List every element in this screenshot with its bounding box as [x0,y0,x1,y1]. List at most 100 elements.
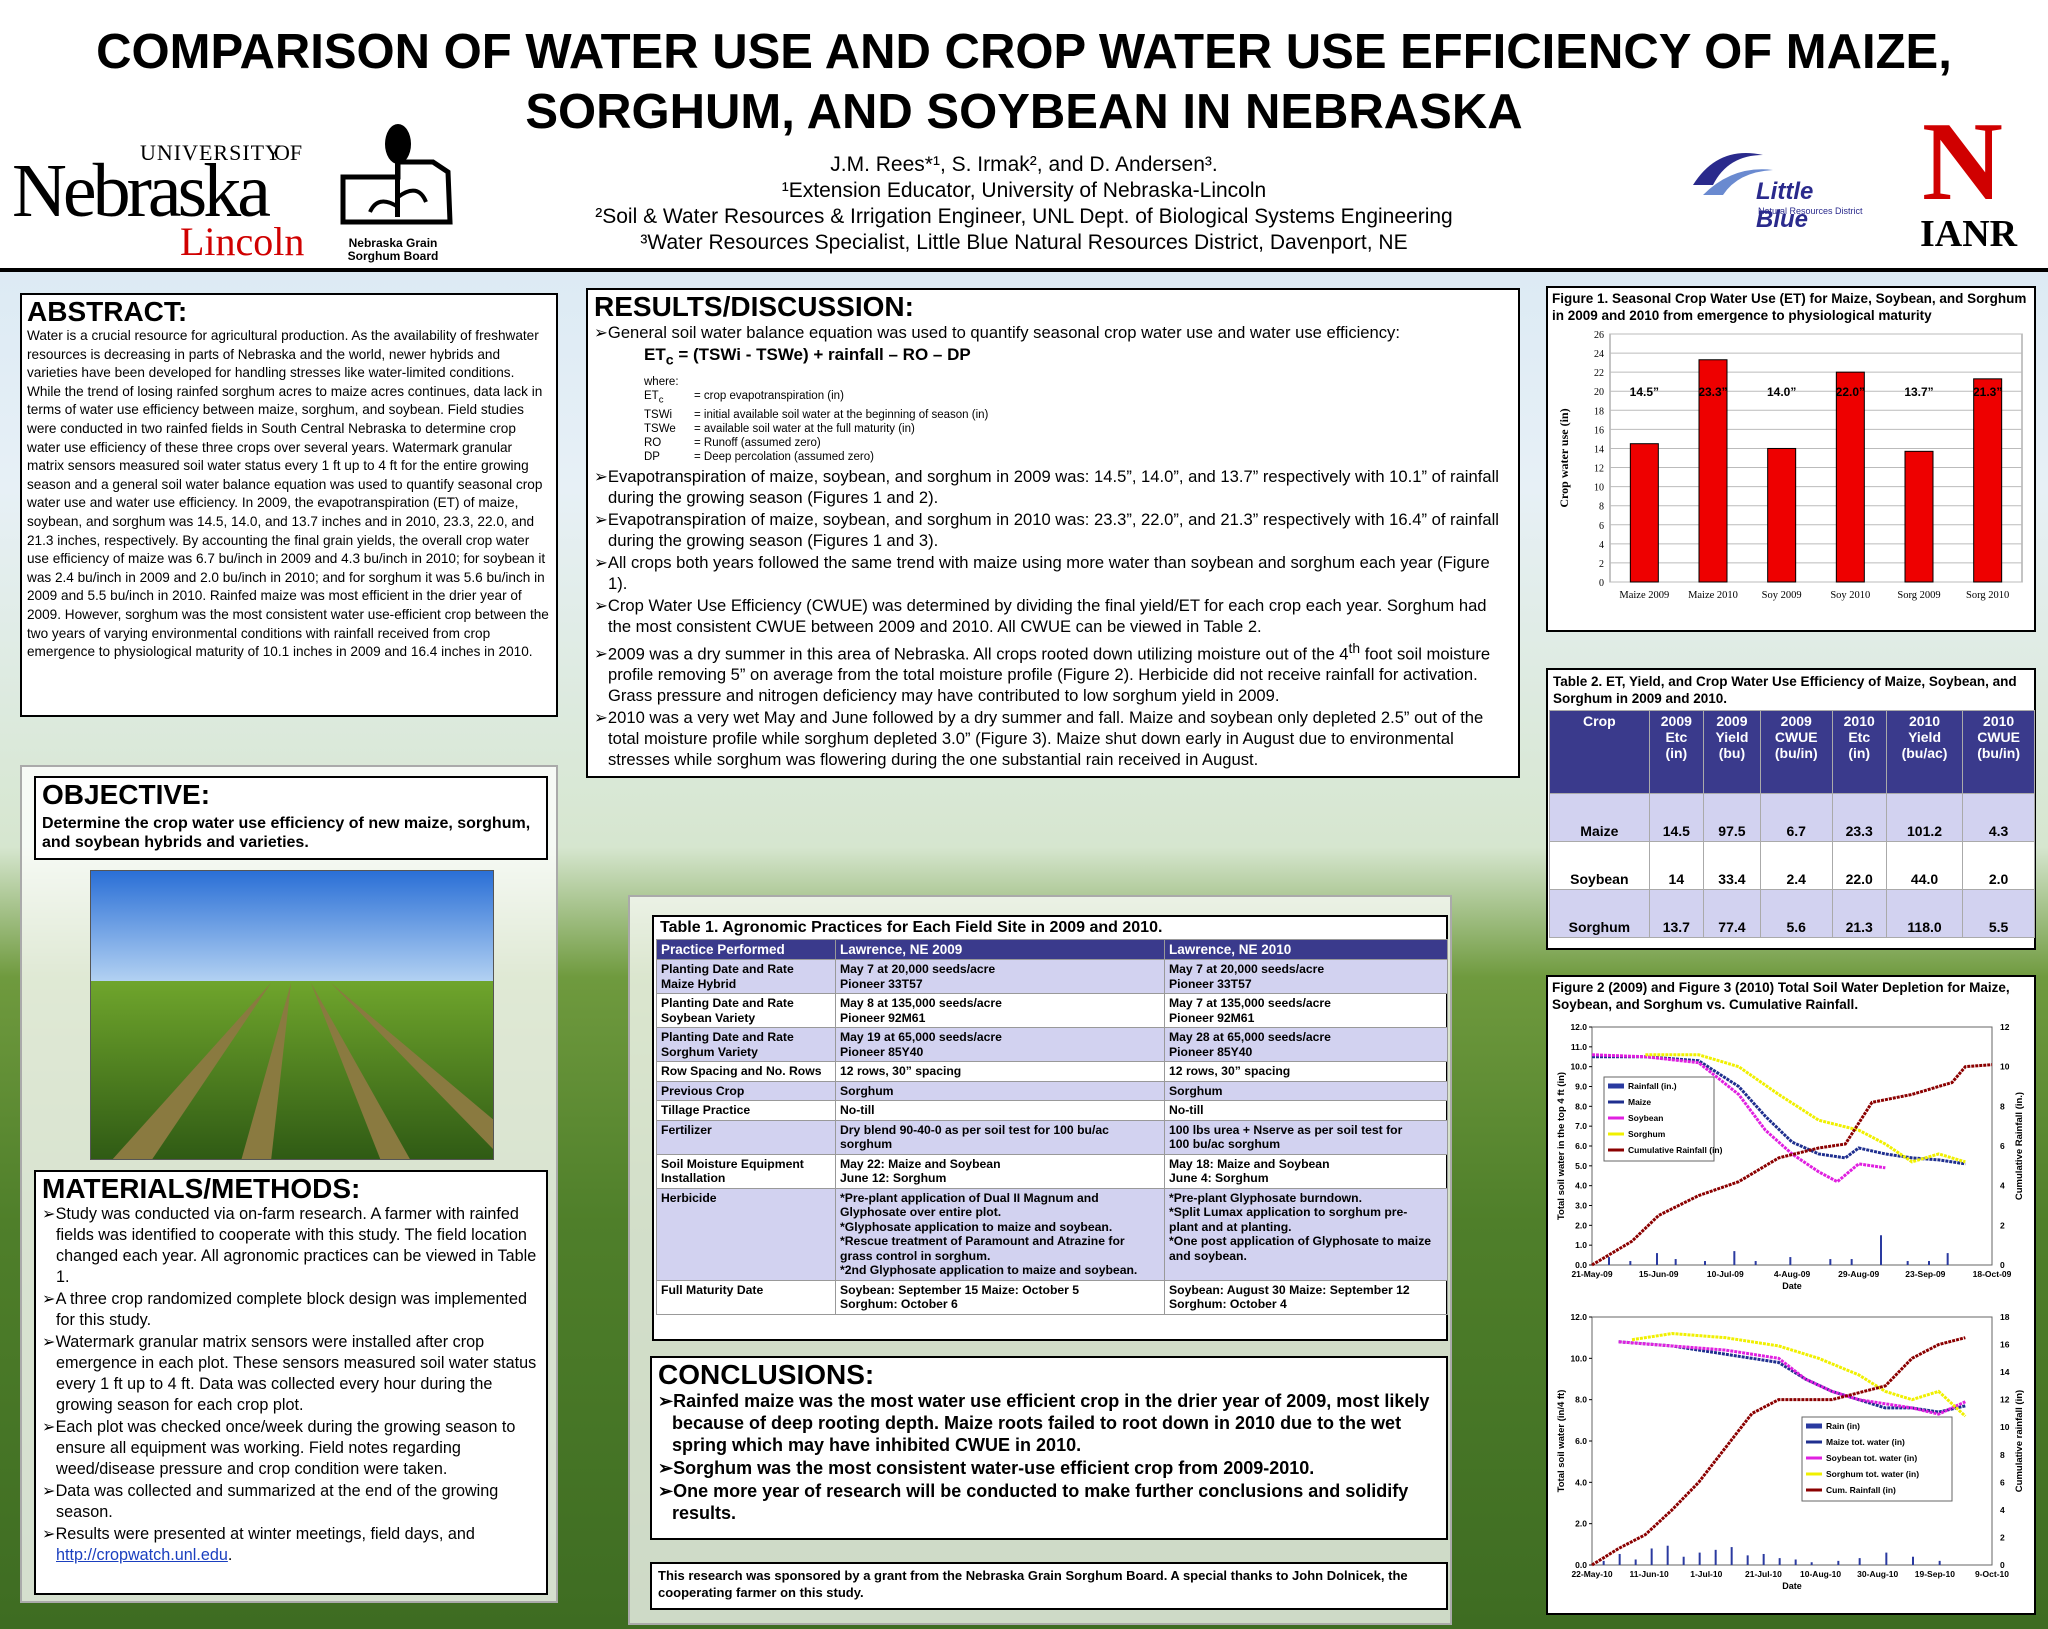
x-axis-label: Date [1782,1281,1802,1291]
x-tick-label: 1-Jul-10 [1690,1569,1722,1579]
little-blue-name: Little Blue [1756,178,1814,233]
y-tick-label: 10.0 [1570,1353,1587,1363]
legend-label: Sorghum tot. water (in) [1826,1469,1919,1479]
table1-cell: Row Spacing and No. Rows [656,1061,836,1082]
table1-cell: Planting Date and Rate Sorghum Variety [656,1027,836,1062]
table1-row: Soil Moisture Equipment Installation May 2… [656,1153,1448,1189]
definition-symbol: ETc [644,390,664,406]
rain-bar [1733,1251,1736,1265]
y2-tick-label: 0 [2000,1260,2005,1270]
x-axis-label: Date [1782,1581,1802,1591]
methods-item-4: Each plot was checked once/week during t… [42,1417,540,1480]
table2-cell: 22.0 [1831,841,1887,890]
results-intro: General soil water balance equation was … [594,322,1512,343]
rain-bar [1837,1560,1840,1565]
definition-symbol: TSWe [644,422,676,435]
rain-bar [1885,1552,1888,1565]
rain-bar [1810,1562,1813,1565]
y-tick-label: 7.0 [1575,1121,1587,1131]
x-tick-label: 29-Aug-09 [1838,1269,1879,1279]
table1-cell: May 18: Maize and Soybean June 4: Sorghum [1164,1153,1448,1189]
definition-symbol: DP [644,450,660,463]
x-tick-label: 23-Sep-09 [1905,1269,1945,1279]
affiliation-2: ²Soil & Water Resources & Irrigation Eng… [595,205,1453,228]
bar-data-label: 22.0” [1836,385,1865,399]
poster-title: COMPARISON OF WATER USE AND CROP WATER U… [20,22,2028,142]
table2-cell: 4.3 [1962,793,2035,842]
table1-cell: Planting Date and Rate Maize Hybrid [656,959,836,994]
definition-row: RO = Runoff (assumed zero) [644,436,1512,450]
y-tick-label: 5.0 [1575,1161,1587,1171]
table1-cell: Herbicide [656,1187,836,1281]
x-tick-label: 11-Jun-10 [1630,1569,1669,1579]
rain-bar [1858,1558,1861,1565]
figure1-box: Figure 1. Seasonal Crop Water Use (ET) f… [1546,286,2036,632]
x-tick-label: 18-Oct-09 [1973,1269,2012,1279]
y-tick-label: 8.0 [1575,1395,1587,1405]
table1-row: Full Maturity Date Soybean: September 15 … [656,1279,1448,1315]
legend-label: Cum. Rainfall (in) [1826,1485,1896,1495]
cropwatch-link[interactable]: http://cropwatch.unl.edu [56,1546,228,1564]
y-tick-label: 14 [1594,444,1604,455]
legend-label: Soybean tot. water (in) [1826,1453,1917,1463]
methods-title: MATERIALS/METHODS: [42,1173,361,1204]
y-tick-label: 6 [1599,521,1604,532]
table1-cell: Fertilizer [656,1119,836,1155]
y2-tick-label: 6 [2000,1141,2005,1151]
sorghum-board-logo: Nebraska Grain Sorghum Board [338,122,458,263]
rain-bar [1946,1253,1949,1265]
y-tick-label: 10.0 [1570,1062,1587,1072]
table1-row: Planting Date and Rate Soybean Variety May… [656,993,1448,1028]
objective-title: OBJECTIVE: [42,779,211,810]
table1-cell: May 7 at 20,000 seeds/acre Pioneer 33T57 [1164,959,1448,994]
y-tick-label: 18 [1594,406,1604,417]
equation-definitions: where: ETc = crop evapotranspiration (in)… [594,375,1512,463]
conclusions-list: Rainfed maize was the most water use eff… [658,1390,1440,1524]
y-tick-label: 8 [1599,502,1604,513]
unl-logo-lincoln: Lincoln [180,219,305,264]
table1-row: Planting Date and Rate Sorghum Variety May… [656,1027,1448,1062]
x-tick-label: 21-May-09 [1571,1269,1612,1279]
x-tick-label: 10-Jul-09 [1707,1269,1744,1279]
table2-box: Table 2. ET, Yield, and Crop Water Use E… [1546,668,2036,950]
table2-header-row: Crop 2009 Etc (in) 2009 Yield (bu) 2009 CWUE (bu/… [1549,710,2035,794]
bar [1767,447,1797,583]
methods-item-6-end: . [227,1546,233,1564]
table2-cell: 6.7 [1759,793,1833,842]
x-tick-label: 15-Jun-09 [1639,1269,1679,1279]
methods-item-5: Data was collected and summarized at the… [42,1481,540,1523]
definition-row: TSWe = available soil water at the full m… [644,422,1512,436]
sorghum-board-line-2: Sorghum Board [347,249,439,263]
table2-cell: Soybean [1549,841,1650,890]
rain-bar [1850,1259,1853,1265]
definition-desc: = Deep percolation (assumed zero) [694,450,874,463]
affiliation-1: ¹Extension Educator, University of Nebra… [781,179,1267,202]
series-line [1591,1336,1966,1567]
rain-bar [1789,1257,1792,1265]
bar-data-label: 23.3” [1698,385,1727,399]
y-tick-label: 0 [1599,578,1604,589]
y2-tick-label: 16 [2000,1340,2010,1350]
figure1-caption: Figure 1. Seasonal Crop Water Use (ET) f… [1552,291,2027,323]
table1-cell: May 7 at 135,000 seeds/acre Pioneer 92M61 [1164,993,1448,1028]
bar [1904,450,1934,583]
x-tick-label: 22-May-10 [1571,1569,1612,1579]
y-tick-label: 12 [1594,464,1604,475]
ianr-logo: N IANR [1918,106,2028,255]
rain-bar [1618,1553,1621,1565]
table1-cell: May 7 at 20,000 seeds/acre Pioneer 33T57 [835,959,1165,994]
table2-header-cell: 2010 Yield (bu/ac) [1885,710,1964,794]
table1-caption: Table 1. Agronomic Practices for Each Fi… [660,919,1163,936]
sorghum-board-line-1: Nebraska Grain [348,236,438,250]
y-tick-label: 6.0 [1575,1141,1587,1151]
y-axis-label: Crop water use (in) [1557,408,1571,507]
results-title: RESULTS/DISCUSSION: [594,291,914,322]
y2-tick-label: 14 [2000,1367,2010,1377]
y-tick-label: 24 [1594,349,1604,360]
unl-logo-nebraska: Nebraska [12,149,271,233]
y-tick-label: 9.0 [1575,1082,1587,1092]
figure23-caption: Figure 2 (2009) and Figure 3 (2010) Tota… [1552,980,2010,1012]
figure2-chart: 0.0 1.0 2.0 3.0 4.0 5.0 6.0 7.0 8.0 9.0 10.0 11.0 12… [1556,1022,2025,1291]
y2-tick-label: 12 [2000,1022,2010,1032]
